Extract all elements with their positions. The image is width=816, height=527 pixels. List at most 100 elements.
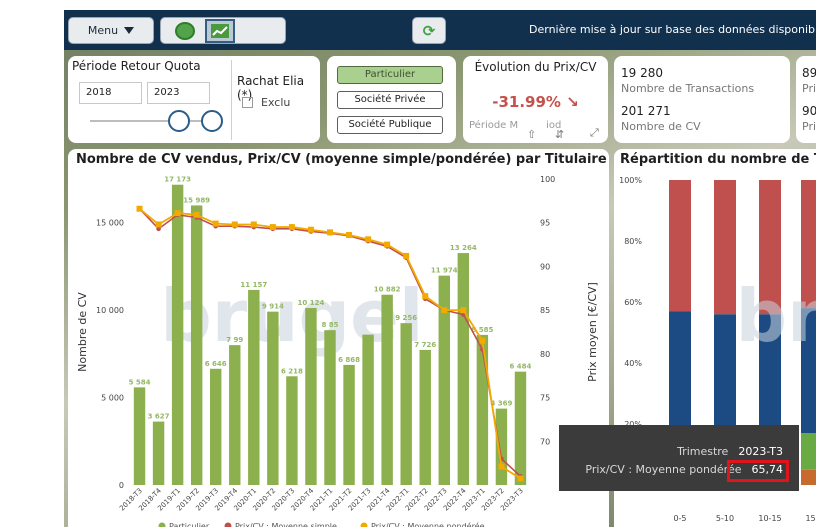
point-weighted [422, 293, 429, 300]
y-axis-title: Nombre de CV [76, 292, 89, 372]
cv-label: Nombre de CV [621, 120, 701, 133]
bar-particulier [324, 330, 336, 485]
period-title: Période Retour Quota [72, 59, 201, 73]
cv-value: 201 271 [621, 104, 671, 118]
bar-data-label: 15 989 [183, 196, 210, 204]
exclu-checkbox[interactable] [242, 97, 253, 108]
bar-data-label: 11 974 [431, 267, 458, 275]
pin-icon[interactable]: ⇧ [527, 128, 537, 141]
bar-particulier [133, 387, 146, 485]
stacked-bar-segment [801, 469, 816, 485]
bar-particulier [152, 421, 165, 485]
filter-icon[interactable]: ⇵ [555, 128, 565, 141]
segment-particulier-button[interactable]: Particulier [337, 66, 443, 84]
bar-data-label: 8 585 [471, 326, 493, 334]
globe-icon[interactable] [175, 22, 195, 40]
bar-data-label: 4 369 [490, 400, 512, 408]
segment-filter-card: Particulier Société Privée Société Publi… [327, 56, 456, 143]
bar-particulier [476, 334, 489, 485]
tooltip-highlight-box [727, 460, 789, 482]
price-label-2: Pri [802, 120, 816, 133]
focus-mode-icon[interactable]: ⤢ [590, 126, 599, 139]
y-tick-label: 60% [624, 298, 642, 307]
stacked-bar-segment [801, 433, 816, 470]
period-filter-card: Période Retour Quota 2018 2023 Rachat El… [68, 56, 320, 143]
to-year-input[interactable]: 2023 [147, 82, 210, 104]
segment-societe-publique-button[interactable]: Société Publique [337, 116, 443, 134]
bar-particulier [229, 345, 241, 485]
bar-particulier [514, 371, 527, 485]
rachat-title: Rachat Elia (*) [237, 74, 305, 102]
stacked-bar-segment [714, 180, 736, 315]
kpi-card-right: 89 Pri 90 Pri [796, 56, 816, 143]
price-value-1: 89 [802, 66, 816, 80]
legend-label: Prix/CV : Moyenne pondérée [371, 521, 485, 527]
bar-particulier [210, 368, 222, 485]
y2-tick-label: 95 [540, 219, 550, 228]
evolution-card: Évolution du Prix/CV -31.99% ↘ Période M… [463, 56, 608, 143]
divider [231, 60, 232, 140]
segment-societe-privee-button[interactable]: Société Privée [337, 91, 443, 109]
main-chart-card: Nombre de CV vendus, Prix/CV (moyenne si… [68, 149, 609, 527]
line-chart-icon[interactable] [205, 19, 235, 43]
tooltip-key-1: Trimestre [677, 445, 729, 458]
x-tick-label: 10-15 [758, 514, 781, 523]
bar-data-label: 9 256 [395, 314, 417, 322]
bar-particulier [286, 376, 298, 485]
bar-data-label: 6 868 [338, 356, 360, 364]
bar-particulier [419, 349, 431, 485]
point-weighted [365, 236, 372, 243]
point-weighted [155, 221, 162, 228]
bar-particulier [343, 364, 355, 485]
y-tick-label: 0 [119, 481, 124, 490]
point-weighted [327, 229, 333, 236]
y2-tick-label: 75 [540, 394, 550, 403]
stacked-bar-segment [759, 180, 781, 315]
year-slider-track[interactable] [90, 120, 220, 122]
bar-particulier [190, 205, 203, 486]
legend-label: Particulier [169, 522, 210, 527]
bar-particulier [495, 408, 508, 485]
main-chart-title: Nombre de CV vendus, Prix/CV (moyenne si… [76, 152, 607, 167]
bar-particulier [171, 184, 184, 485]
price-label-1: Pri [802, 82, 816, 95]
point-weighted [307, 226, 314, 233]
point-weighted [288, 224, 295, 231]
last-update-text: Dernière mise à jour sur base des donnée… [529, 23, 816, 36]
bar-data-label: 13 264 [450, 244, 477, 252]
bar-particulier [362, 334, 374, 485]
chart-tooltip: Trimestre 2023-T3 Prix/CV : Moyenne pondé… [559, 425, 799, 491]
brugel-watermark: brugel [160, 274, 423, 358]
bar-particulier [438, 275, 450, 485]
bar-data-label: 10 124 [298, 299, 325, 307]
stacked-bar-segment [669, 311, 691, 431]
legend-marker [360, 522, 368, 527]
point-weighted [346, 231, 353, 238]
slider-handle-start[interactable] [168, 110, 190, 132]
y2-tick-label: 70 [540, 437, 550, 446]
y-tick-label: 20% [624, 420, 642, 429]
point-weighted [212, 220, 219, 227]
slider-handle-end[interactable] [201, 110, 223, 132]
y-tick-label: 100% [619, 176, 642, 185]
x-tick-label: 15- [805, 514, 816, 523]
bar-data-label: 17 173 [164, 176, 191, 184]
menu-button[interactable]: Menu [68, 17, 154, 44]
bar-data-label: 6 646 [205, 360, 227, 368]
bar-particulier [400, 323, 412, 485]
refresh-button[interactable]: ⟳ [412, 17, 446, 44]
distribution-chart-title: Répartition du nombre de Trans [620, 152, 816, 167]
bar-data-label: 6 218 [281, 367, 303, 375]
menu-label: Menu [87, 24, 119, 37]
tooltip-value-1: 2023-T3 [738, 445, 783, 458]
from-year-input[interactable]: 2018 [79, 82, 142, 104]
bar-particulier [457, 253, 470, 485]
stacked-bar-segment [669, 180, 691, 312]
y2-tick-label: 80 [540, 350, 550, 359]
y-tick-label: 15 000 [96, 219, 124, 228]
point-weighted [460, 307, 467, 314]
bar-data-label: 7 99 [226, 336, 243, 344]
brugel-watermark: br [735, 274, 816, 358]
exclu-label: Exclu [261, 96, 291, 109]
